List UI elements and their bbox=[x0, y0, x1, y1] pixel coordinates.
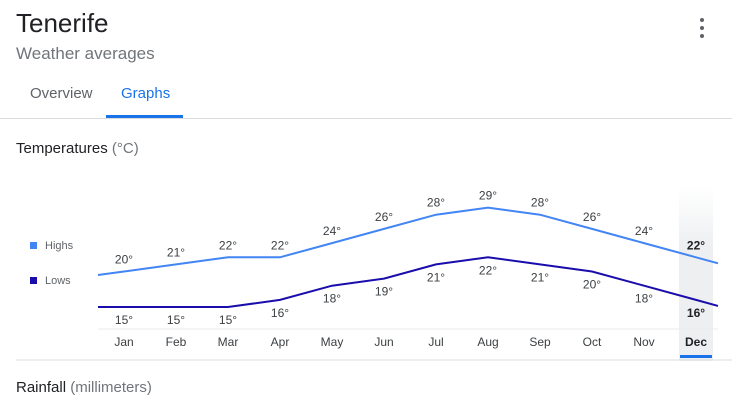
x-tick-oct: Oct bbox=[583, 335, 602, 349]
data-label-lows-dec: 16° bbox=[687, 306, 705, 320]
data-label-lows-nov: 18° bbox=[635, 292, 653, 306]
rainfall-label: Rainfall bbox=[16, 379, 67, 396]
legend-lows: Lows bbox=[30, 275, 71, 287]
rainfall-heading: Rainfall (millimeters) bbox=[16, 379, 152, 396]
series-line-highs bbox=[97, 206, 719, 277]
tab-overview[interactable]: Overview bbox=[30, 85, 93, 102]
x-tick-dec: Dec bbox=[685, 335, 707, 349]
data-label-highs-may: 24° bbox=[323, 224, 341, 238]
more-vert-icon[interactable] bbox=[690, 14, 714, 42]
data-label-lows-feb: 15° bbox=[167, 313, 185, 327]
selected-month-highlight bbox=[679, 183, 713, 361]
x-tick-mar: Mar bbox=[218, 335, 239, 349]
data-label-lows-oct: 20° bbox=[583, 278, 601, 292]
x-tick-jul: Jul bbox=[428, 335, 443, 349]
data-label-highs-jul: 28° bbox=[427, 196, 445, 210]
data-label-highs-jun: 26° bbox=[375, 210, 393, 224]
rainfall-unit: (millimeters) bbox=[70, 379, 152, 396]
data-label-lows-mar: 15° bbox=[219, 313, 237, 327]
x-tick-aug: Aug bbox=[477, 335, 498, 349]
page-title: Tenerife bbox=[16, 8, 109, 38]
tab-bar: Overview Graphs bbox=[0, 76, 732, 119]
data-label-lows-sep: 21° bbox=[531, 270, 549, 284]
x-tick-nov: Nov bbox=[633, 335, 654, 349]
legend-lows-swatch bbox=[30, 277, 37, 284]
series-line-lows bbox=[98, 256, 719, 308]
temperatures-label: Temperatures bbox=[16, 140, 108, 157]
data-label-lows-apr: 16° bbox=[271, 306, 289, 320]
data-label-lows-jun: 19° bbox=[375, 285, 393, 299]
data-label-highs-feb: 21° bbox=[167, 245, 185, 259]
data-label-highs-aug: 29° bbox=[479, 189, 497, 203]
data-label-highs-jan: 20° bbox=[115, 253, 133, 267]
data-label-lows-jan: 15° bbox=[115, 313, 133, 327]
tab-graphs[interactable]: Graphs bbox=[121, 85, 171, 102]
temperatures-unit: (°C) bbox=[111, 140, 139, 157]
page-subtitle: Weather averages bbox=[16, 44, 155, 63]
data-label-highs-nov: 24° bbox=[635, 224, 653, 238]
legend-highs-label: Highs bbox=[45, 240, 74, 252]
legend-highs: Highs bbox=[30, 240, 73, 252]
x-tick-jun: Jun bbox=[374, 335, 393, 349]
x-tick-feb: Feb bbox=[166, 335, 187, 349]
tab-selected-indicator bbox=[106, 115, 183, 118]
x-tick-may: May bbox=[321, 335, 344, 349]
legend-highs-swatch bbox=[30, 242, 37, 249]
data-label-highs-dec: 22° bbox=[687, 238, 705, 252]
data-label-lows-jul: 21° bbox=[427, 270, 445, 284]
selected-month-underline bbox=[680, 355, 712, 358]
temperatures-heading: Temperatures (°C) bbox=[16, 140, 139, 157]
x-tick-jan: Jan bbox=[114, 335, 133, 349]
legend-lows-label: Lows bbox=[45, 275, 71, 287]
data-label-highs-oct: 26° bbox=[583, 210, 601, 224]
data-label-highs-mar: 22° bbox=[219, 238, 237, 252]
data-label-highs-sep: 28° bbox=[531, 196, 549, 210]
data-label-lows-aug: 22° bbox=[479, 263, 497, 277]
data-label-lows-may: 18° bbox=[323, 292, 341, 306]
x-tick-apr: Apr bbox=[271, 335, 290, 349]
data-label-highs-apr: 22° bbox=[271, 238, 289, 252]
x-tick-sep: Sep bbox=[529, 335, 551, 349]
